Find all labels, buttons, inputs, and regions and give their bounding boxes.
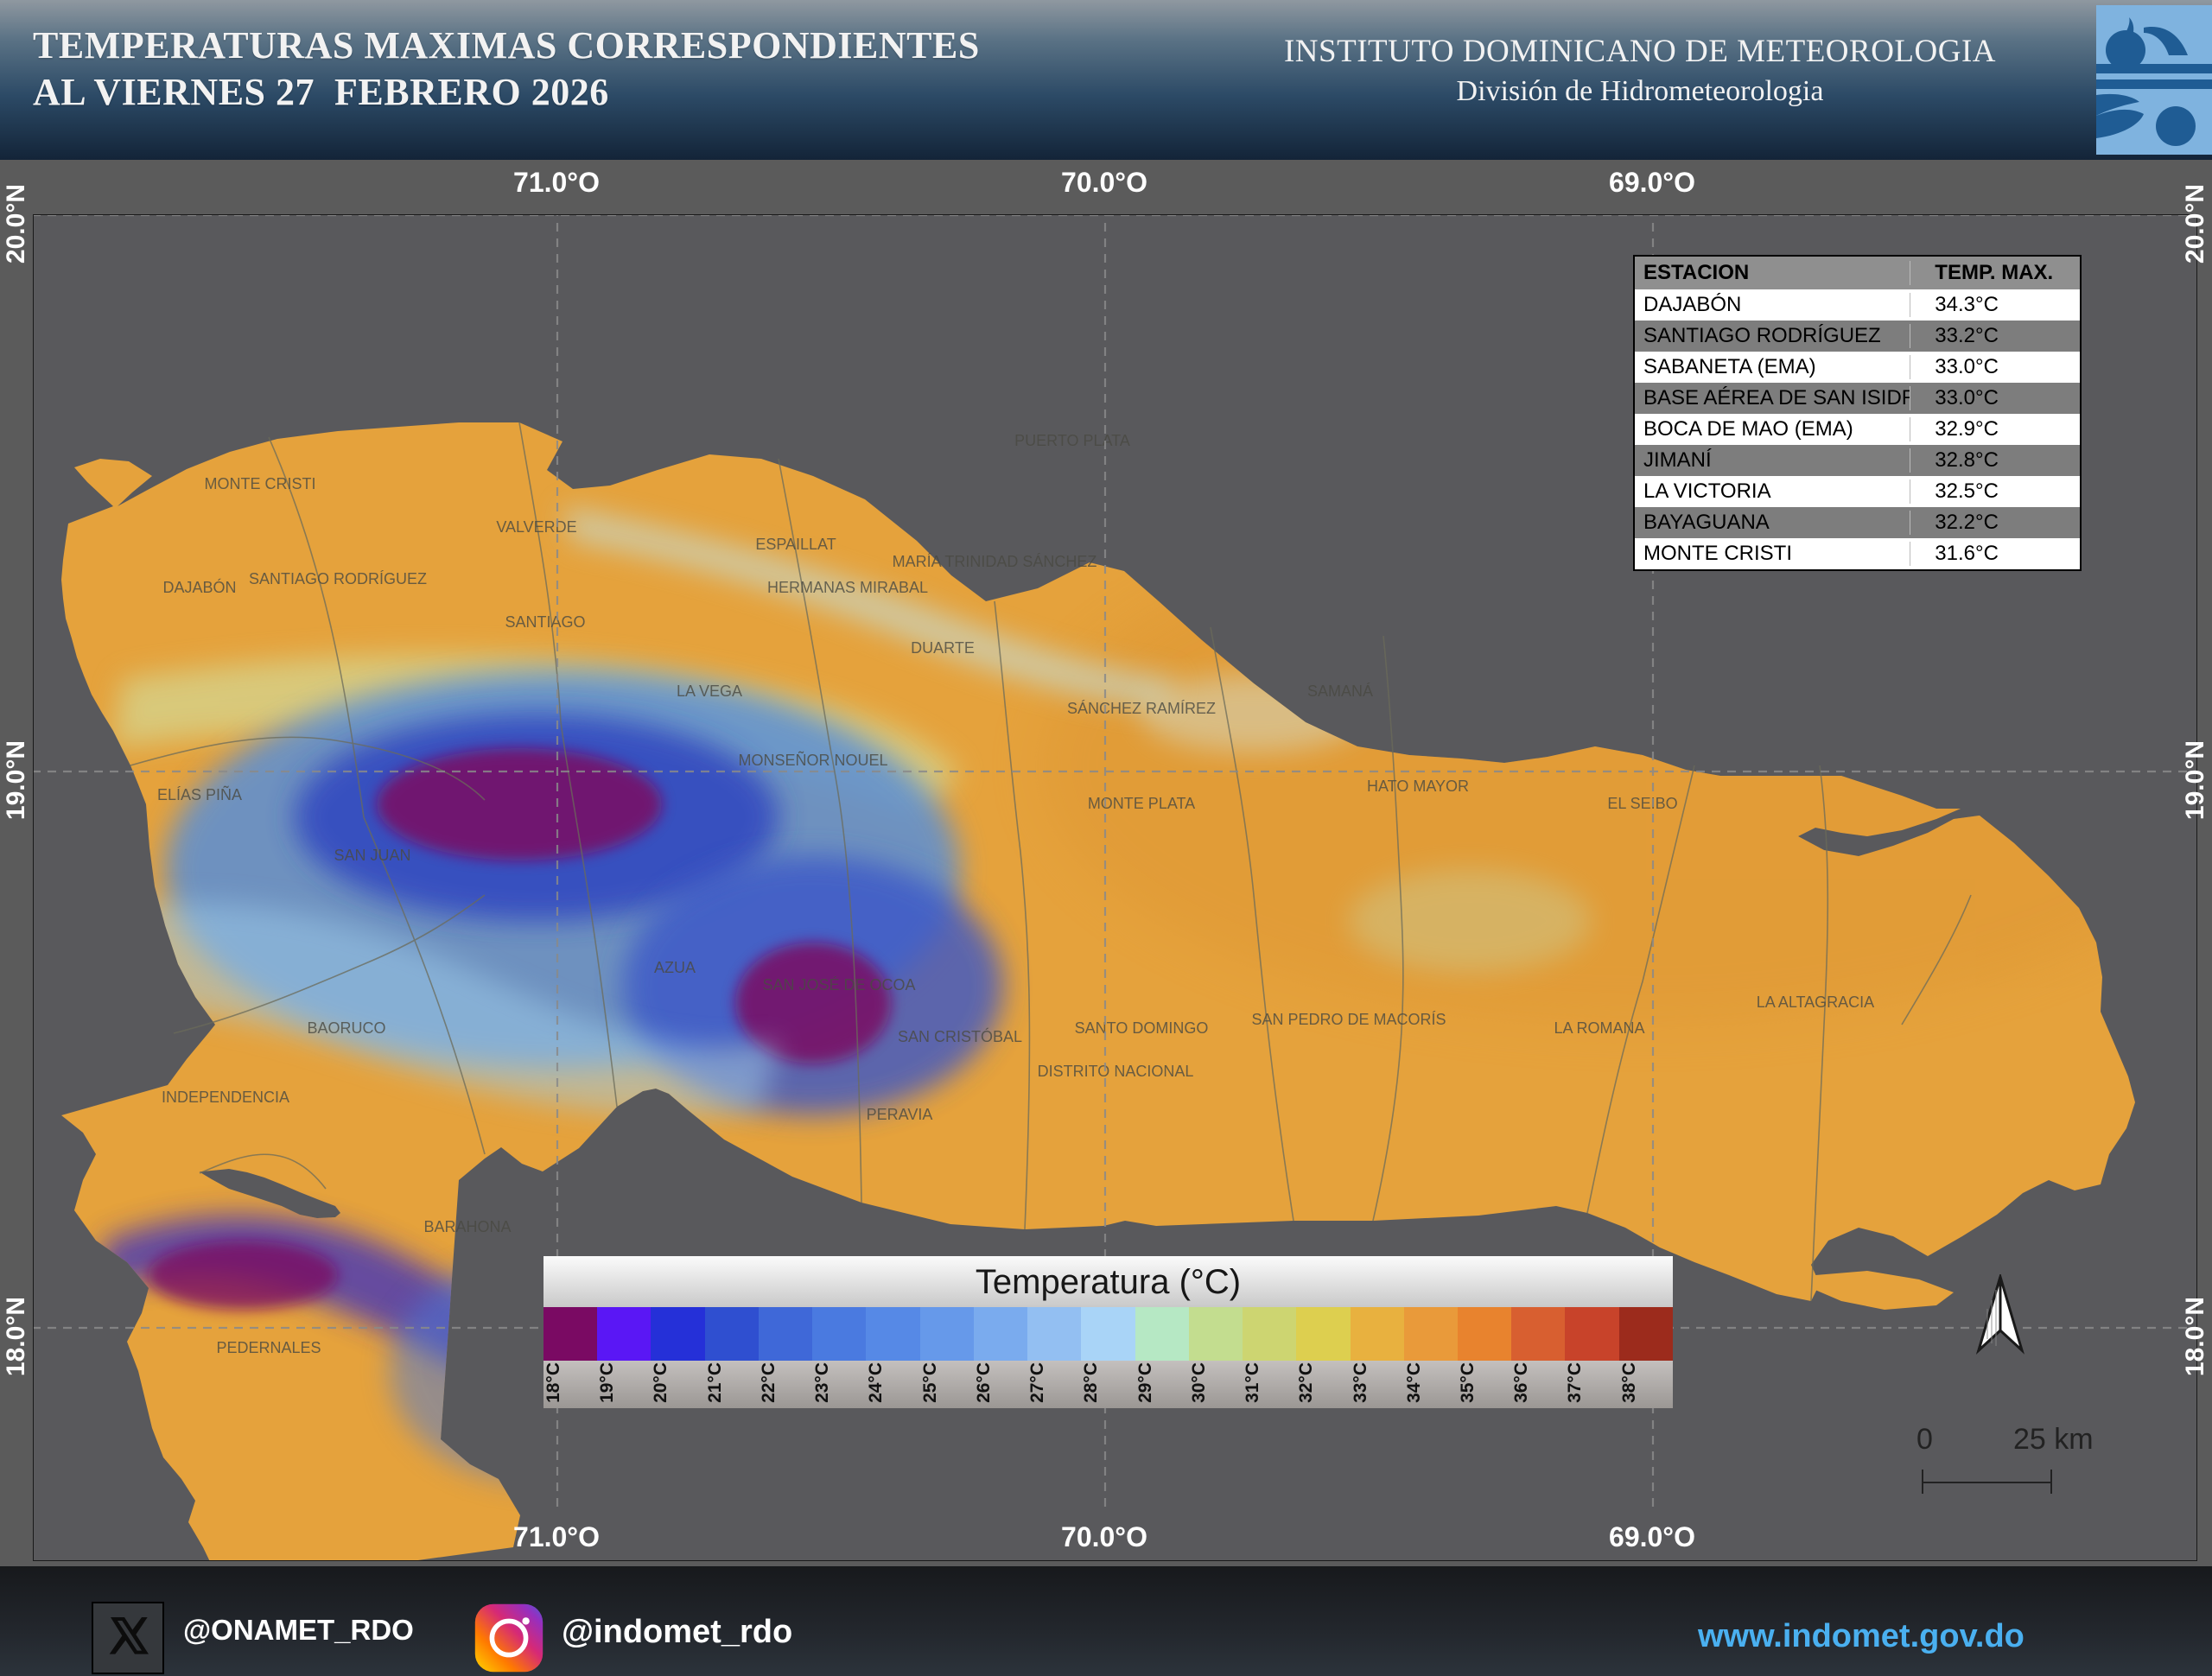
svg-text:MONTE PLATA: MONTE PLATA	[1088, 795, 1195, 812]
svg-text:SAN CRISTÓBAL: SAN CRISTÓBAL	[898, 1027, 1022, 1045]
svg-text:PUERTO PLATA: PUERTO PLATA	[1014, 432, 1130, 449]
svg-text:DUARTE: DUARTE	[911, 639, 975, 657]
svg-text:EL SEIBO: EL SEIBO	[1607, 795, 1677, 812]
svg-text:AZUA: AZUA	[654, 959, 696, 976]
svg-text:PERAVIA: PERAVIA	[867, 1106, 933, 1123]
svg-text:SANTO DOMINGO: SANTO DOMINGO	[1075, 1019, 1209, 1037]
svg-text:VALVERDE: VALVERDE	[496, 518, 576, 536]
svg-text:SANTIAGO: SANTIAGO	[505, 613, 585, 631]
svg-text:SAN JOSÉ DE OCOA: SAN JOSÉ DE OCOA	[762, 976, 915, 994]
svg-text:SAMANÁ: SAMANÁ	[1307, 682, 1373, 700]
svg-text:DISTRITO NACIONAL: DISTRITO NACIONAL	[1038, 1063, 1194, 1080]
svg-text:BARAHONA: BARAHONA	[423, 1218, 511, 1235]
svg-text:SÁNCHEZ RAMÍREZ: SÁNCHEZ RAMÍREZ	[1067, 700, 1216, 717]
svg-text:LA ROMANA: LA ROMANA	[1554, 1019, 1644, 1037]
svg-text:PEDERNALES: PEDERNALES	[216, 1339, 321, 1356]
svg-text:SANTIAGO RODRÍGUEZ: SANTIAGO RODRÍGUEZ	[249, 570, 427, 587]
svg-text:SAN JUAN: SAN JUAN	[334, 847, 410, 864]
svg-text:HATO MAYOR: HATO MAYOR	[1367, 778, 1469, 795]
svg-text:BAORUCO: BAORUCO	[307, 1019, 385, 1037]
svg-text:ELÍAS PIÑA: ELÍAS PIÑA	[157, 785, 242, 803]
svg-text:INDEPENDENCIA: INDEPENDENCIA	[162, 1089, 289, 1106]
svg-text:HERMANAS MIRABAL: HERMANAS MIRABAL	[767, 579, 928, 596]
svg-text:SAN PEDRO DE MACORÍS: SAN PEDRO DE MACORÍS	[1251, 1011, 1446, 1028]
svg-text:LA ALTAGRACIA: LA ALTAGRACIA	[1757, 994, 1874, 1011]
svg-text:MARÍA TRINIDAD SÁNCHEZ: MARÍA TRINIDAD SÁNCHEZ	[893, 553, 1097, 570]
svg-text:ESPAILLAT: ESPAILLAT	[755, 536, 836, 553]
svg-text:LA VEGA: LA VEGA	[677, 682, 742, 700]
svg-text:DAJABÓN: DAJABÓN	[162, 578, 236, 596]
svg-text:MONTE CRISTI: MONTE CRISTI	[205, 475, 316, 492]
svg-text:MONSEÑOR NOUEL: MONSEÑOR NOUEL	[738, 751, 887, 769]
